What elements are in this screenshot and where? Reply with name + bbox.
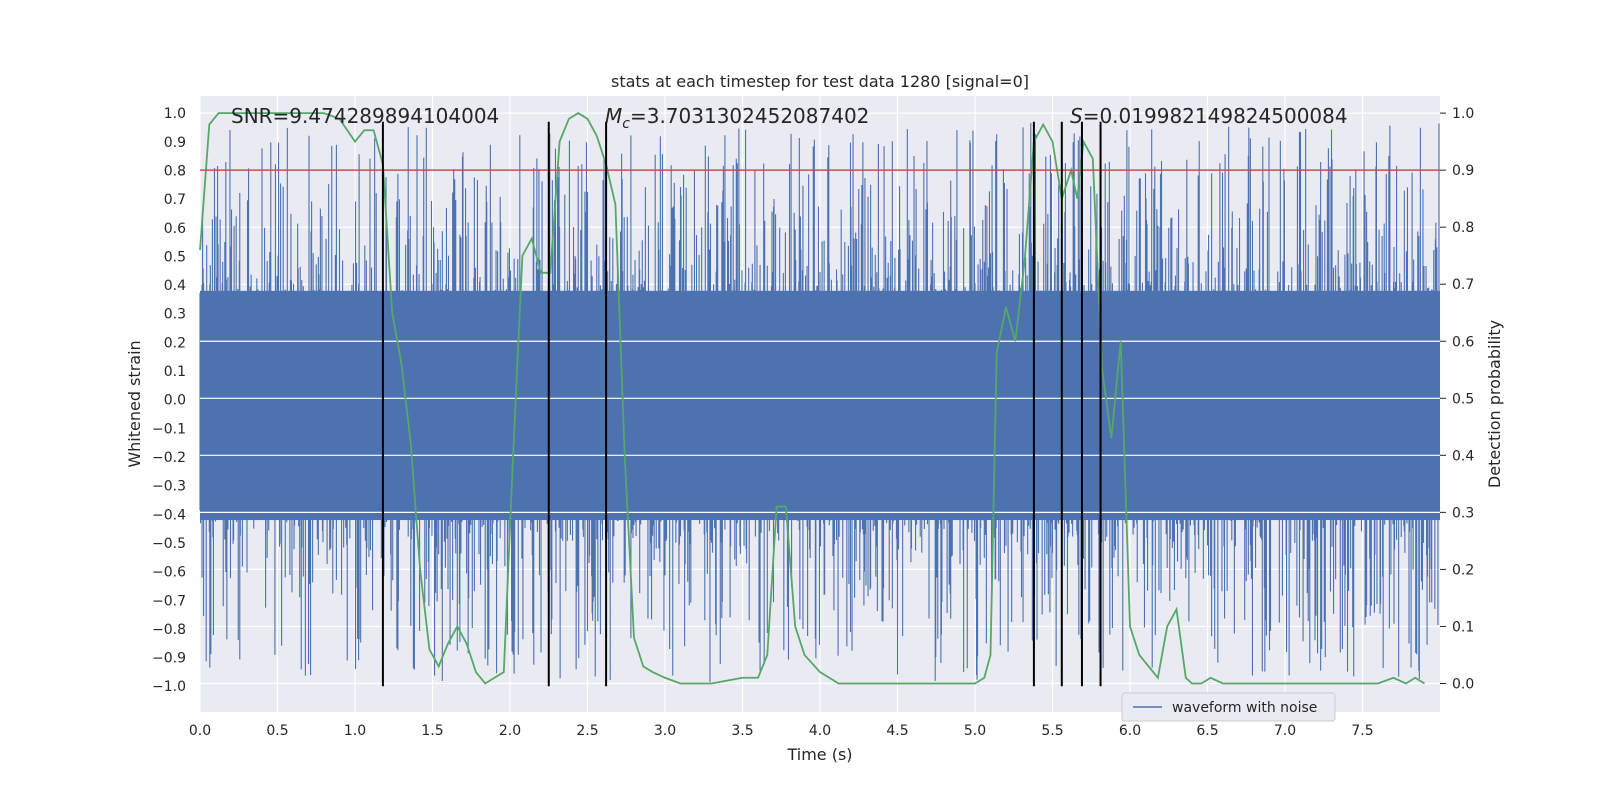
x-tick-label: 6.5 (1196, 723, 1218, 739)
x-tick-label: 3.0 (654, 723, 676, 739)
y-left-tick-label: −0.6 (152, 565, 186, 581)
x-tick-label: 4.5 (886, 723, 908, 739)
y-right-tick-label: 0.8 (1452, 220, 1474, 236)
x-axis-label: Time (s) (786, 745, 852, 764)
x-tick-label: 7.5 (1351, 723, 1373, 739)
chirp-mass-annotation: Mc=3.7031302452087402 (605, 104, 869, 132)
y-right-tick-label: 0.5 (1452, 391, 1474, 407)
x-tick-label: 1.0 (344, 723, 366, 739)
x-tick-label: 5.5 (1041, 723, 1063, 739)
chirp-mass-symbol: M (605, 104, 622, 128)
s-value: =0.019982149824500084 (1083, 104, 1348, 128)
x-tick-label: 5.0 (964, 723, 986, 739)
y-left-tick-label: 0.7 (164, 192, 186, 208)
x-tick-labels: 0.0 0.5 1.0 1.5 2.0 2.5 3.0 3.5 4.0 4.5 5.0 5.5 6.0 6… (189, 723, 1374, 739)
y-left-tick-label: −0.2 (152, 450, 186, 466)
detection-probability-series (199, 112, 1425, 685)
s-symbol: S (1070, 104, 1083, 128)
y-left-tick-label: 0.5 (164, 249, 186, 265)
x-tick-label: 7.0 (1274, 723, 1296, 739)
x-tick-label: 3.5 (731, 723, 753, 739)
legend: waveform with noise (1121, 692, 1336, 722)
y-axis-label-left: Whitened strain (125, 340, 144, 467)
y-right-tick-label: 0.2 (1452, 562, 1474, 578)
x-tick-label: 6.0 (1119, 723, 1141, 739)
y-left-tick-label: 0.0 (164, 393, 186, 409)
x-tick-label: 2.5 (576, 723, 598, 739)
legend-label: waveform with noise (1172, 700, 1317, 716)
y-left-tick-label: −0.4 (152, 507, 186, 523)
waveform-dense-band (200, 290, 1440, 521)
y-right-tick-label: 0.4 (1452, 448, 1474, 464)
y-right-tick-labels: 1.0 0.9 0.8 0.7 0.6 0.5 0.4 0.3 0.2 0.1 0.0 (1440, 106, 1474, 692)
snr-annotation: SNR=9.474289894104004 (231, 104, 499, 128)
x-tick-label: 0.5 (266, 723, 288, 739)
y-left-tick-label: −0.3 (152, 479, 186, 495)
y-right-tick-label: 0.3 (1452, 505, 1474, 521)
y-left-tick-label: 0.6 (164, 221, 186, 237)
y-left-tick-label: 0.9 (164, 135, 186, 151)
y-left-tick-label: −0.9 (152, 651, 186, 667)
y-right-tick-label: 0.9 (1452, 163, 1474, 179)
chirp-mass-value: =3.7031302452087402 (630, 104, 869, 128)
y-left-tick-label: −0.1 (152, 421, 186, 437)
y-left-tick-labels: 1.0 0.9 0.8 0.7 0.6 0.5 0.4 0.3 0.2 0.1 0.0 −0.1 −0.… (152, 106, 186, 695)
y-right-tick-label: 0.0 (1452, 676, 1474, 692)
y-left-tick-label: −1.0 (152, 679, 186, 695)
y-right-tick-label: 0.6 (1452, 334, 1474, 350)
chart-title: stats at each timestep for test data 128… (611, 72, 1029, 91)
vertical-lines-layer (381, 121, 1102, 687)
x-tick-label: 4.0 (809, 723, 831, 739)
y-left-tick-label: 0.4 (164, 278, 186, 294)
x-tick-label: 1.5 (421, 723, 443, 739)
y-axis-label-right: Detection probability (1485, 320, 1504, 488)
probability-layer (199, 112, 1440, 685)
y-right-tick-label: 1.0 (1452, 106, 1474, 122)
y-left-tick-label: 0.2 (164, 335, 186, 351)
y-right-tick-label: 0.1 (1452, 619, 1474, 635)
y-left-tick-label: 0.8 (164, 163, 186, 179)
legend-box (1121, 692, 1336, 722)
s-annotation: S=0.019982149824500084 (1070, 104, 1348, 128)
y-left-tick-label: 0.3 (164, 307, 186, 323)
chirp-mass-subscript: c (622, 116, 630, 132)
y-left-tick-label: −0.8 (152, 622, 186, 638)
x-tick-label: 0.0 (189, 723, 211, 739)
y-left-tick-label: −0.7 (152, 593, 186, 609)
y-left-tick-label: 1.0 (164, 106, 186, 122)
y-left-tick-label: 0.1 (164, 364, 186, 380)
y-left-tick-label: −0.5 (152, 536, 186, 552)
y-right-tick-label: 0.7 (1452, 277, 1474, 293)
x-tick-label: 2.0 (499, 723, 521, 739)
